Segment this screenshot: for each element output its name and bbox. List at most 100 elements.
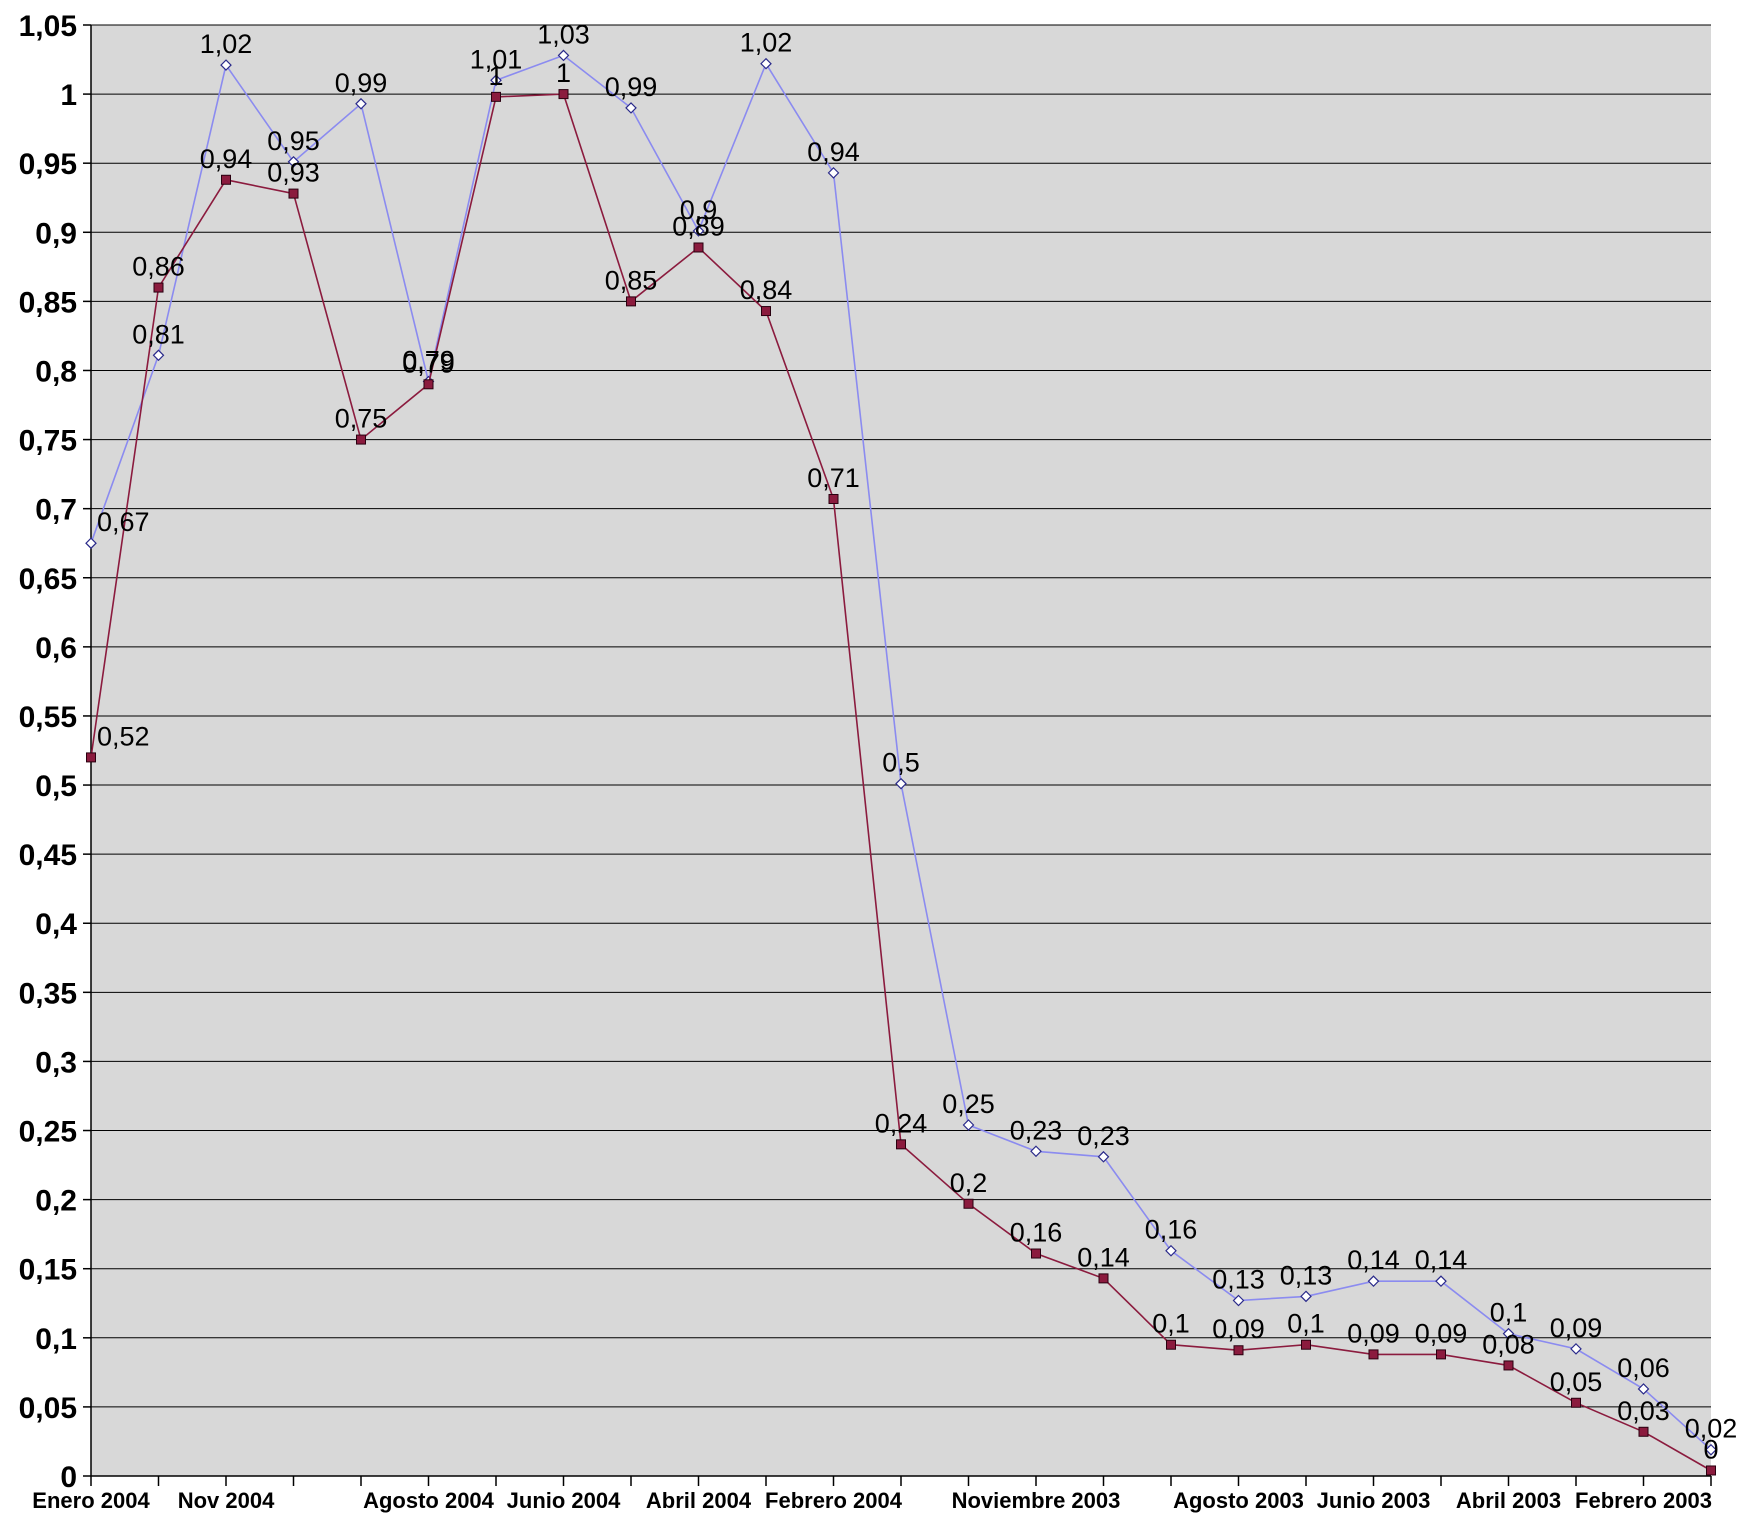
x-tick-label: Nov 2004	[178, 1488, 275, 1513]
x-tick-label: Febrero 2003	[1575, 1488, 1712, 1513]
data-point-marker	[1638, 1426, 1649, 1437]
y-tick-label: 0,7	[35, 494, 77, 527]
data-label: 0,09	[1347, 1318, 1400, 1348]
data-label: 0,02	[1685, 1414, 1738, 1444]
data-label: 0,52	[97, 721, 150, 751]
y-tick-label: 0,85	[19, 286, 77, 319]
data-point-marker	[287, 155, 300, 168]
y-tick-label: 0,2	[35, 1185, 77, 1218]
data-label: 1,02	[200, 29, 253, 59]
data-label: 0,09	[1550, 1313, 1603, 1343]
data-point-marker	[1705, 1443, 1717, 1456]
x-tick-label: Junio 2004	[507, 1488, 621, 1513]
data-point-marker	[1098, 1273, 1109, 1284]
data-point-marker	[1030, 1145, 1042, 1158]
data-label: 0,79	[402, 348, 455, 378]
horizontal-gridlines	[91, 24, 1711, 1408]
data-label: 0	[1703, 1434, 1718, 1464]
y-tick-label: 0,55	[19, 701, 77, 734]
y-tick-label: 0,75	[19, 425, 77, 458]
data-label: 0,1	[1287, 1309, 1325, 1339]
data-label: 0,94	[807, 137, 860, 167]
data-point-marker	[1097, 1150, 1110, 1163]
y-tick-label: 0,65	[19, 563, 77, 596]
data-point-marker	[1301, 1339, 1311, 1350]
data-label: 0,13	[1212, 1264, 1265, 1294]
data-point-marker	[1435, 1275, 1447, 1288]
data-point-marker	[962, 1119, 975, 1131]
data-point-marker	[625, 102, 637, 114]
data-label: 0,2	[950, 1168, 988, 1198]
data-label: 0,23	[1010, 1115, 1063, 1145]
data-label: 0,99	[335, 68, 388, 98]
y-tick-label: 0	[60, 1461, 77, 1494]
x-tick-label: Junio 2003	[1317, 1488, 1431, 1513]
data-point-marker	[761, 306, 771, 317]
data-label: 1,02	[740, 28, 793, 58]
x-tick-label: Abril 2004	[646, 1488, 752, 1513]
data-label: 0,03	[1617, 1396, 1670, 1426]
y-tick-label: 1	[60, 79, 77, 112]
data-point-marker	[220, 59, 232, 71]
data-point-marker	[1570, 1343, 1582, 1355]
data-point-marker	[1503, 1360, 1514, 1371]
data-point-marker	[1233, 1345, 1244, 1356]
series-layer	[85, 49, 1717, 1476]
data-label: 0,67	[97, 507, 150, 537]
y-tick-label: 0,5	[35, 770, 77, 803]
data-point-marker	[693, 242, 704, 253]
data-labels-layer: 0,67 0,81 1,02 0,95 0,99 0,79 1,01 1,03 0,99 0,9 1…	[97, 19, 1737, 1464]
data-point-marker	[760, 57, 772, 70]
data-point-marker	[1031, 1248, 1041, 1259]
data-point-marker	[491, 91, 501, 102]
data-point-marker	[557, 49, 570, 62]
data-point-marker	[86, 752, 96, 763]
data-label: 1,03	[537, 19, 590, 49]
data-label: 0,09	[1415, 1318, 1468, 1348]
data-label: 0,14	[1415, 1245, 1468, 1275]
x-tick-label: Abril 2003	[1456, 1488, 1561, 1513]
data-label: 0,85	[605, 265, 658, 295]
y-tick-label: 0,1	[35, 1323, 77, 1356]
x-tick-label: Agosto 2004	[363, 1488, 495, 1513]
y-tick-label: 0,05	[19, 1392, 77, 1425]
data-point-marker	[221, 174, 231, 185]
data-label: 0,94	[200, 144, 253, 174]
data-point-marker	[558, 89, 569, 100]
data-point-marker	[153, 282, 164, 293]
x-tick-label: Enero 2004	[32, 1488, 150, 1513]
y-tick-label: 0,6	[35, 632, 77, 665]
data-point-marker	[423, 379, 434, 390]
data-label: 1,01	[470, 44, 523, 74]
data-point-marker	[1502, 1327, 1515, 1340]
data-label: 0,23	[1077, 1121, 1130, 1151]
data-label: 0,79	[402, 346, 455, 376]
data-label: 0,5	[882, 748, 920, 778]
data-label: 0,75	[335, 404, 388, 434]
data-label: 0,99	[605, 72, 658, 102]
data-point-marker	[490, 74, 502, 87]
data-point-marker	[1165, 1244, 1177, 1257]
data-label: 0,08	[1482, 1329, 1535, 1359]
data-point-marker	[828, 493, 839, 504]
data-point-marker	[895, 777, 907, 790]
y-tick-label: 0,95	[19, 148, 77, 181]
y-tick-label: 0,9	[35, 217, 77, 250]
data-label: 0,05	[1550, 1367, 1603, 1397]
y-tick-label: 0,8	[35, 355, 77, 388]
y-tick-label: 0,15	[19, 1254, 77, 1287]
data-label: 0,14	[1347, 1245, 1400, 1275]
y-axis: 0 0,05 0,1 0,15 0,2 0,25 0,3 0,35 0,4 0,45 0,5 0,55…	[19, 10, 92, 1494]
x-tick-label: Agosto 2003	[1173, 1488, 1304, 1513]
data-point-marker	[355, 97, 367, 110]
data-label: 0,95	[267, 126, 320, 156]
data-point-marker	[1571, 1397, 1581, 1408]
data-point-marker	[1368, 1349, 1379, 1360]
data-point-marker	[626, 296, 636, 307]
y-tick-label: 1,05	[19, 10, 77, 43]
series-2	[86, 89, 1716, 1476]
y-tick-label: 0,4	[35, 908, 77, 941]
data-label: 0,16	[1145, 1215, 1198, 1245]
data-label: 0,14	[1077, 1242, 1130, 1272]
